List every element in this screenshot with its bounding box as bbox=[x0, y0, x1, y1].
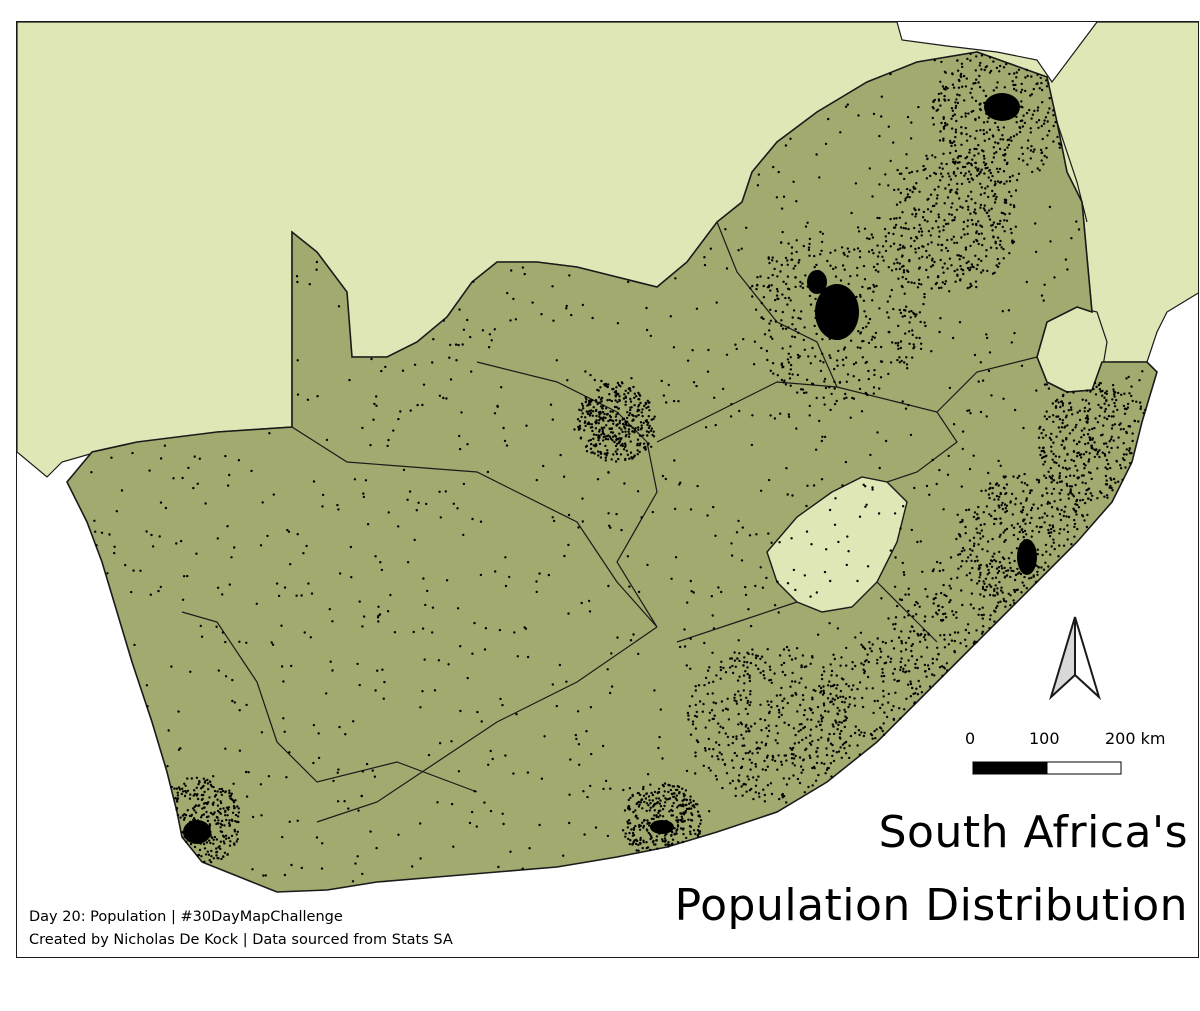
map-frame: 0 100 200 km South Africa's Population D… bbox=[16, 21, 1199, 958]
population-dots bbox=[90, 52, 1147, 883]
scale-bar bbox=[972, 761, 1122, 775]
durban-urban-area bbox=[1017, 539, 1037, 575]
scale-label-100: 100 bbox=[1029, 729, 1060, 748]
pretoria-urban-area bbox=[807, 270, 827, 294]
scale-label-200: 200 km bbox=[1105, 729, 1166, 748]
cape-town-urban-area bbox=[183, 820, 211, 844]
credit-line-2: Created by Nicholas De Kock | Data sourc… bbox=[29, 932, 453, 948]
credit-line-1: Day 20: Population | #30DayMapChallenge bbox=[29, 909, 343, 925]
south-africa-land bbox=[66, 51, 1158, 893]
map-title-line-1: South Africa's bbox=[878, 807, 1188, 858]
map-title-line-2: Population Distribution bbox=[674, 880, 1188, 931]
province-borders bbox=[181, 121, 1088, 823]
gauteng-urban-area bbox=[815, 284, 859, 340]
port-elizabeth-urban-area bbox=[650, 820, 674, 834]
map-canvas bbox=[17, 22, 1198, 893]
north-arrow-icon bbox=[1048, 616, 1102, 701]
urban-areas bbox=[183, 93, 1037, 844]
scale-label-0: 0 bbox=[965, 729, 976, 748]
limpopo-urban-area bbox=[984, 93, 1020, 121]
